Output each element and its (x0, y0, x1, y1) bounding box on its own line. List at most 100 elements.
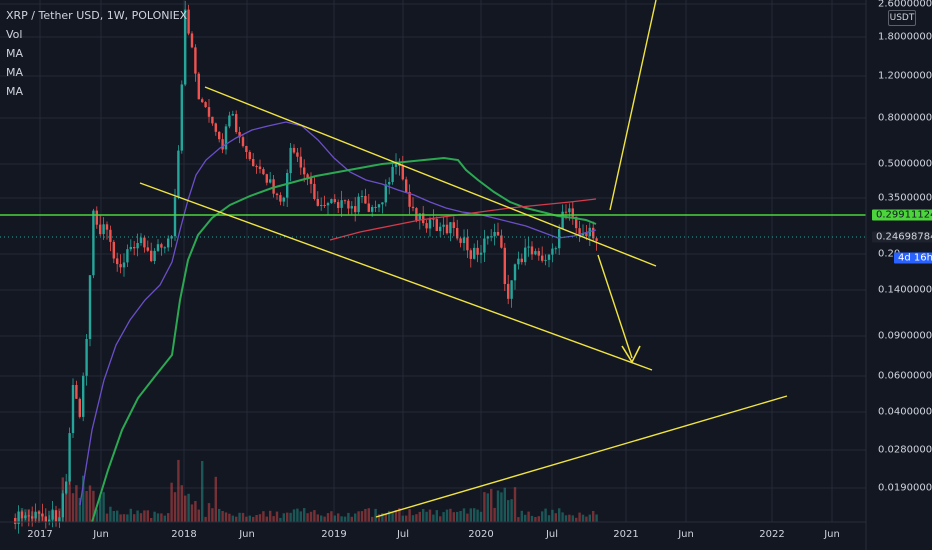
candle-body (41, 513, 44, 517)
indicator-ma-3[interactable]: MA (6, 85, 24, 98)
volume-bar (384, 514, 387, 522)
volume-bar (187, 493, 190, 522)
candle-body (139, 237, 143, 243)
volume-bar (347, 512, 350, 522)
candle-body (367, 203, 370, 212)
candle-body (357, 196, 360, 213)
candle-body (585, 233, 588, 237)
volume-bar (337, 513, 340, 522)
candle-body (129, 247, 132, 250)
candle-body (248, 152, 251, 160)
candle-body (105, 224, 109, 230)
volume-bar (330, 511, 333, 522)
volume-bar (588, 514, 591, 522)
volume-bar (129, 508, 132, 522)
volume-bar (95, 509, 98, 522)
candle-body (163, 247, 166, 249)
time-tick: Jun (239, 529, 255, 540)
candle-body (269, 179, 272, 183)
time-tick: Jul (545, 529, 559, 540)
volume-bar (326, 513, 330, 522)
candle-body (547, 254, 551, 260)
candle-body (241, 137, 245, 147)
candle-body (422, 213, 425, 224)
volume-bar (422, 509, 425, 522)
time-axis[interactable]: 2017 Jun 2018 Jun 2019 Jul 2020 Jul 2021… (0, 522, 866, 550)
volume-bar (405, 515, 408, 522)
candle-body (456, 228, 459, 239)
time-tick: 2018 (171, 529, 197, 540)
price-tick: 0.20 (878, 248, 901, 260)
volume-bar (544, 508, 547, 522)
volume-bar (585, 516, 588, 522)
candle-body (428, 218, 432, 229)
volume-bar (350, 516, 353, 522)
volume-bar (143, 510, 146, 522)
candle-body (510, 280, 513, 299)
currency-button[interactable]: USDT (888, 10, 916, 26)
candle-body (170, 236, 173, 239)
time-tick: 2021 (613, 529, 639, 540)
volume-bar (418, 511, 421, 522)
time-tick: 2022 (759, 529, 785, 540)
volume-bar (578, 512, 581, 522)
indicator-ma-2[interactable]: MA (6, 66, 24, 79)
candle-body (184, 9, 187, 85)
volume-bar (517, 517, 520, 522)
candle-body (337, 202, 340, 208)
volume-bar (415, 514, 418, 522)
candle-body (180, 84, 183, 151)
candle-body (190, 33, 194, 48)
candle-body (292, 147, 296, 153)
volume-bar (296, 508, 299, 522)
volume-bar (139, 513, 143, 522)
volume-bar (116, 510, 119, 522)
volume-bar (245, 516, 248, 522)
volume-bar (269, 510, 272, 522)
indicator-vol[interactable]: Vol (6, 28, 23, 41)
candle-body (524, 247, 527, 263)
volume-bar (452, 512, 455, 522)
symbol-title[interactable]: XRP / Tether USD, 1W, POLONIEX (6, 9, 188, 22)
moving-average-fast (79, 121, 597, 506)
candle-body (255, 166, 258, 168)
volume-bar (575, 517, 578, 522)
volume-bar (459, 511, 462, 522)
candle-body (401, 165, 404, 180)
candle-body (571, 208, 574, 217)
volume-bar (275, 511, 279, 522)
candle-body (150, 250, 153, 262)
volume-bar (469, 508, 472, 522)
candle-body (82, 375, 85, 417)
candle-body (541, 255, 544, 261)
candle-body (452, 222, 455, 228)
candle-countdown-badge: 4d 16h (894, 252, 932, 264)
candle-body (99, 224, 102, 235)
indicator-ma-1[interactable]: MA (6, 47, 24, 60)
trendline (204, 86, 657, 267)
volume-bar (92, 490, 95, 522)
volume-bar (401, 515, 404, 522)
volume-bar (595, 514, 598, 522)
volume-bar (513, 487, 517, 522)
volume-bar (258, 514, 262, 522)
time-tick: Jun (93, 529, 109, 540)
last-price-badge: 0.24698784 (872, 231, 932, 243)
candle-body (24, 515, 27, 519)
candle-body (537, 251, 540, 256)
candle-body (31, 516, 34, 519)
candle-body (112, 241, 115, 259)
candle-body (486, 236, 489, 239)
candle-body (568, 208, 571, 213)
volume-bar (476, 509, 479, 522)
candle-body (394, 162, 398, 167)
candle-body (445, 224, 449, 234)
candle-body (279, 195, 282, 202)
candle-body (14, 518, 17, 524)
candle-body (561, 211, 564, 229)
volume-bar (388, 510, 391, 522)
